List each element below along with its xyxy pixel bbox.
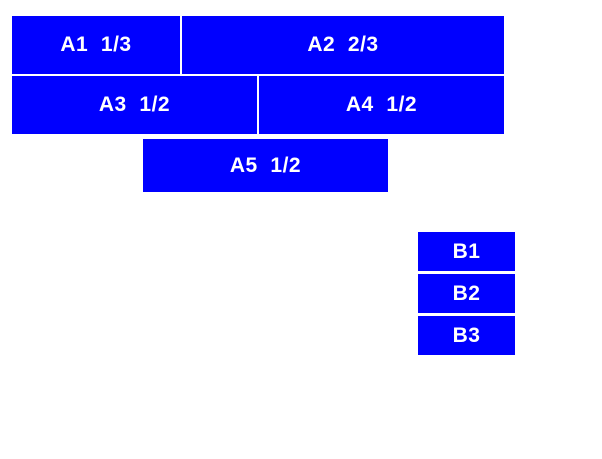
box-a5[interactable]: A5 1/2 [143, 139, 388, 192]
box-b3[interactable]: B3 [418, 316, 515, 355]
box-a2[interactable]: A2 2/3 [182, 16, 504, 74]
box-a3[interactable]: A3 1/2 [12, 76, 257, 134]
box-a4[interactable]: A4 1/2 [259, 76, 504, 134]
box-b2[interactable]: B2 [418, 274, 515, 313]
box-b1[interactable]: B1 [418, 232, 515, 271]
box-a1[interactable]: A1 1/3 [12, 16, 180, 74]
